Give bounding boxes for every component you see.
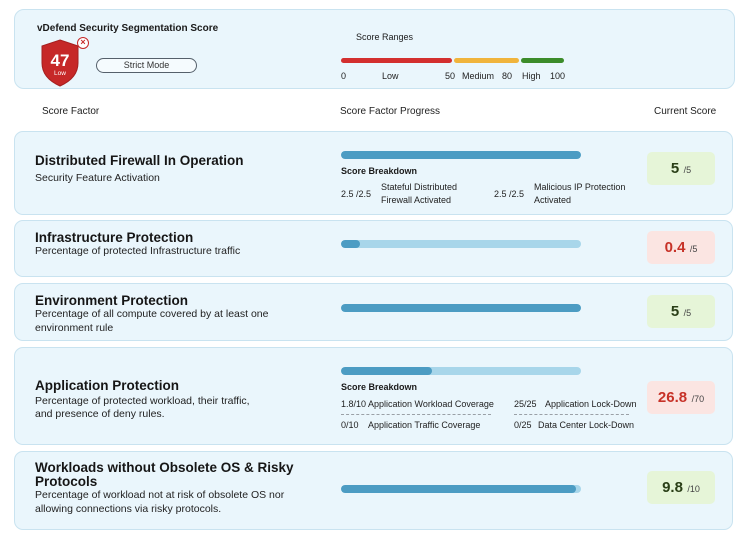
factor-score-badge: 26.8 /70 (647, 381, 715, 414)
score-ranges-title: Score Ranges (356, 32, 414, 42)
factor-score-value: 5 (670, 303, 680, 320)
range-label-50: 50 (445, 71, 456, 81)
factor-card-application-protection[interactable]: Application Protection Percentage of pro… (14, 347, 733, 445)
factor-score-value: 5 (670, 160, 680, 177)
factor-progress-fill (341, 367, 433, 375)
factor-score-value: 9.8 (662, 479, 683, 496)
range-segment-high (521, 58, 564, 63)
breakdown-label: Application Workload Coverage (368, 399, 494, 409)
column-header-current-score: Current Score (654, 106, 717, 117)
factor-card-distributed-firewall[interactable]: Distributed Firewall In Operation Securi… (14, 131, 733, 215)
factor-description: Percentage of protected Infrastructure t… (35, 245, 241, 257)
factor-score-max: /5 (683, 165, 692, 175)
factor-score-badge: 5 /5 (647, 152, 715, 185)
range-label-low: Low (382, 71, 399, 81)
header-title: vDefend Security Segmentation Score (37, 23, 219, 34)
factor-description: and presence of deny rules. (35, 408, 165, 420)
breakdown-value: 25/25 (514, 399, 537, 409)
factor-title: Workloads without Obsolete OS & Risky (35, 460, 294, 475)
breakdown-title: Score Breakdown (341, 166, 418, 176)
breakdown-value: 1.8/10 (341, 399, 367, 409)
factor-score-max: /10 (687, 484, 700, 494)
factor-score-badge: 5 /5 (647, 295, 715, 328)
factor-progress-bar (341, 485, 581, 493)
overall-score-level: Low (54, 70, 66, 77)
factor-score-max: /5 (689, 244, 698, 254)
factor-description: environment rule (35, 322, 114, 334)
factor-title: Environment Protection (35, 293, 189, 308)
range-segment-medium (453, 58, 519, 63)
factor-card-infrastructure-protection[interactable]: Infrastructure Protection Percentage of … (14, 220, 733, 277)
breakdown-divider (514, 414, 629, 415)
factor-description: Percentage of workload not at risk of ob… (35, 489, 285, 501)
factor-progress-fill (341, 151, 581, 159)
factor-progress-bar (341, 304, 581, 312)
factor-progress-bar (341, 240, 581, 248)
factor-score-badge: 9.8 /10 (647, 471, 715, 504)
factor-description: Percentage of protected workload, their … (35, 395, 250, 407)
factor-description: allowing connections via risky protocols… (35, 503, 222, 515)
breakdown-title: Score Breakdown (341, 382, 418, 392)
range-label-0: 0 (341, 71, 347, 81)
factor-score-badge: 0.4 /5 (647, 231, 715, 264)
breakdown-label: Data Center Lock-Down (538, 420, 635, 430)
breakdown-label: Stateful Distributed (381, 182, 458, 192)
range-segment-low (341, 58, 452, 63)
factor-description: Security Feature Activation (35, 172, 160, 184)
breakdown-label: Firewall Activated (381, 195, 452, 205)
score-summary-card: vDefend Security Segmentation Score 47 L… (14, 9, 735, 89)
range-label-high: High (522, 71, 541, 81)
column-header-score-factor: Score Factor (42, 106, 100, 117)
factor-score-max: /70 (691, 394, 705, 404)
range-label-80: 80 (502, 71, 513, 81)
breakdown-divider (341, 414, 491, 415)
factor-score-value: 26.8 (657, 389, 688, 406)
range-label-100: 100 (550, 71, 566, 81)
factor-progress-fill (341, 240, 361, 248)
breakdown-label: Application Traffic Coverage (368, 420, 481, 430)
factor-title: Application Protection (35, 378, 180, 393)
factor-score-value: 0.4 (664, 239, 686, 256)
column-header-progress: Score Factor Progress (340, 106, 441, 117)
factor-description: Percentage of all compute covered by at … (35, 308, 269, 320)
factor-progress-fill (341, 485, 577, 493)
range-label-medium: Medium (462, 71, 495, 81)
breakdown-label: Malicious IP Protection (534, 182, 626, 192)
factor-progress-bar (341, 151, 581, 159)
factor-progress-fill (341, 304, 581, 312)
score-shield-icon: 47 Low (40, 39, 80, 87)
breakdown-label: Activated (534, 195, 572, 205)
factor-title: Infrastructure Protection (35, 230, 194, 245)
factor-score-max: /5 (683, 308, 692, 318)
close-icon[interactable]: × (77, 37, 89, 49)
breakdown-label: Application Lock-Down (545, 399, 637, 409)
factor-progress-bar (341, 367, 581, 375)
overall-score: 47 (50, 51, 70, 70)
breakdown-value: 2.5 /2.5 (341, 189, 372, 199)
factor-card-obsolete-os[interactable]: Workloads without Obsolete OS & Risky Pr… (14, 451, 733, 530)
factor-title: Distributed Firewall In Operation (35, 153, 244, 168)
breakdown-value: 2.5 /2.5 (494, 189, 525, 199)
strict-mode-toggle[interactable]: Strict Mode (96, 58, 197, 73)
factor-title: Protocols (35, 474, 98, 489)
breakdown-value: 0/25 (514, 420, 532, 430)
factor-card-environment-protection[interactable]: Environment Protection Percentage of all… (14, 283, 733, 341)
breakdown-value: 0/10 (341, 420, 359, 430)
